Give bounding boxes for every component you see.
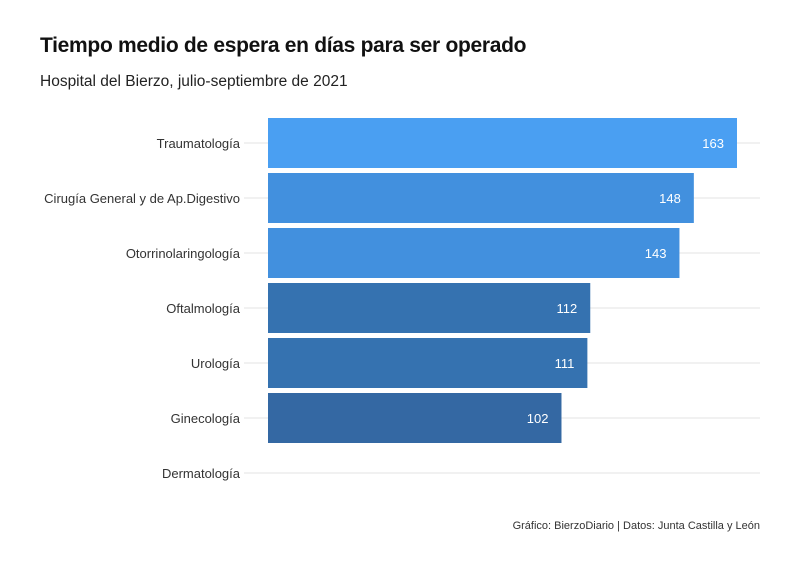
bar-value-label: 163 xyxy=(702,136,724,151)
bar-value-label: 111 xyxy=(555,356,575,371)
chart-subtitle: Hospital del Bierzo, julio-septiembre de… xyxy=(40,73,348,90)
bar-value-label: 112 xyxy=(557,301,578,316)
chart-title: Tiempo medio de espera en días para ser … xyxy=(40,34,527,57)
category-label: Urología xyxy=(191,356,241,371)
category-label: Oftalmología xyxy=(166,301,240,316)
bar-value-label: 143 xyxy=(645,246,667,261)
bar xyxy=(268,338,588,388)
category-label: Otorrinolaringología xyxy=(126,246,241,261)
bar xyxy=(268,393,562,443)
bar xyxy=(268,173,694,223)
label-layer: Traumatología 163 Cirugía General y de Ap.… xyxy=(44,136,724,481)
category-label: Dermatología xyxy=(162,466,241,481)
category-label: Cirugía General y de Ap.Digestivo xyxy=(44,191,240,206)
bar-layer xyxy=(268,118,737,443)
category-label: Traumatología xyxy=(157,136,241,151)
bar xyxy=(268,283,591,333)
chart-source-footer: Gráfico: BierzoDiario | Datos: Junta Cas… xyxy=(512,520,760,532)
bar-value-label: 148 xyxy=(659,191,681,206)
bar xyxy=(268,228,680,278)
bar-value-label: 102 xyxy=(527,411,549,426)
bar xyxy=(268,118,737,168)
category-label: Ginecología xyxy=(171,411,241,426)
